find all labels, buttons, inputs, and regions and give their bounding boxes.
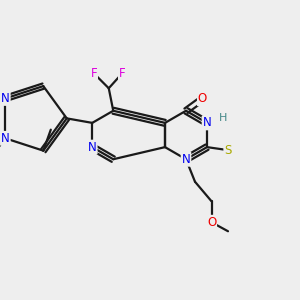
Text: O: O (207, 216, 216, 229)
Text: S: S (224, 144, 232, 157)
Text: N: N (1, 132, 10, 145)
Text: F: F (119, 67, 126, 80)
Text: N: N (202, 116, 211, 129)
Text: N: N (182, 153, 190, 166)
Text: H: H (219, 113, 228, 123)
Text: N: N (1, 92, 10, 105)
Text: O: O (198, 92, 207, 105)
Text: F: F (90, 67, 97, 80)
Text: N: N (88, 141, 97, 154)
